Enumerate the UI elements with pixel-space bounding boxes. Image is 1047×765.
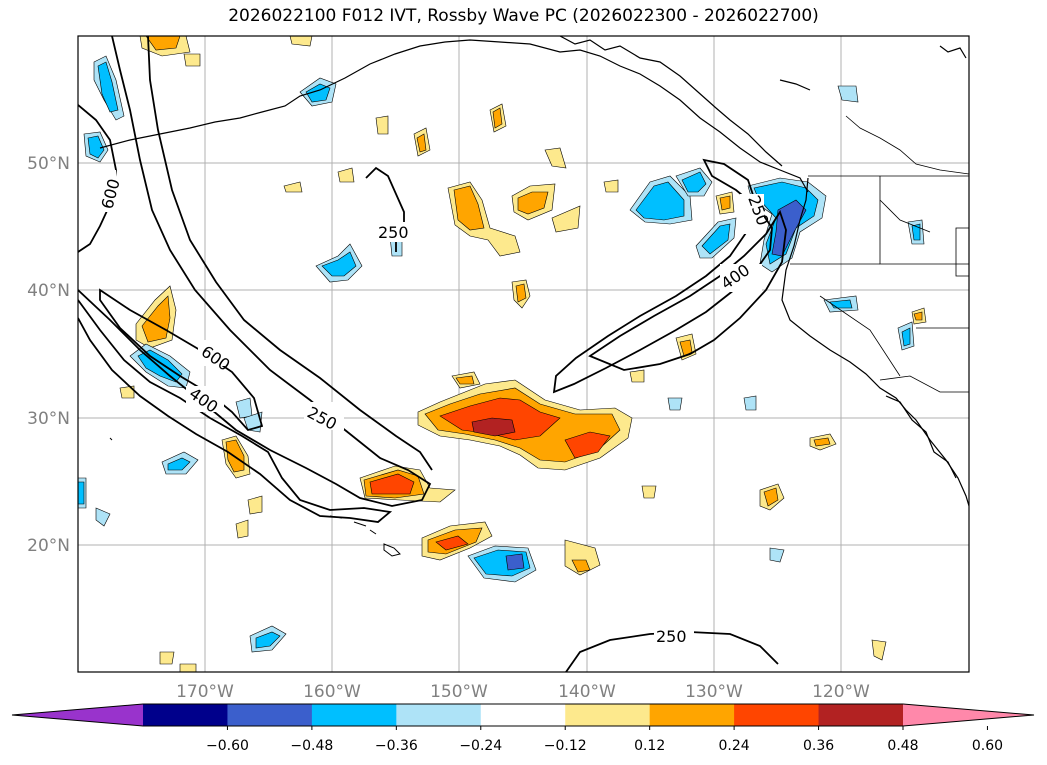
colorbar-segment <box>311 704 397 726</box>
borders <box>790 115 969 393</box>
colorbar-tick-label: 0.60 <box>972 738 1003 754</box>
colorbar-segment <box>649 704 735 726</box>
latitude-labels: 50°N 40°N 30°N 20°N <box>27 154 70 556</box>
colorbar-tick-label: −0.24 <box>459 738 502 754</box>
contour-labels: 600 250 600 400 250 250 400 250 <box>94 170 773 646</box>
contour-400-east <box>588 209 787 371</box>
positive-anomaly-fills <box>119 36 927 672</box>
colorbar-segment <box>227 704 313 726</box>
colorbar-tick-label: −0.36 <box>375 738 418 754</box>
alaska-coast <box>99 39 809 193</box>
lat-label: 30°N <box>27 409 70 429</box>
colorbar: −0.60 −0.48 −0.36 −0.24 −0.12 0.12 0.24 0.36 0.4… <box>11 703 1035 754</box>
lon-label: 150°W <box>430 682 488 702</box>
map-frame <box>77 35 970 673</box>
colorbar-tick-label: −0.48 <box>290 738 333 754</box>
contour-600-inner <box>99 288 264 432</box>
contour-label: 250 <box>378 223 409 242</box>
colorbar-segment <box>734 704 820 726</box>
colorbar-tick-label: 0.12 <box>634 738 665 754</box>
colorbar-extend-low <box>12 704 143 726</box>
colorbar-tick-label: 0.36 <box>803 738 834 754</box>
colorbar-tick-label: 0.48 <box>887 738 918 754</box>
lon-label: 160°W <box>303 682 361 702</box>
colorbar-segment <box>480 704 566 726</box>
coastlines <box>99 36 969 507</box>
contour-label: 250 <box>656 627 687 646</box>
lat-label: 50°N <box>27 154 70 174</box>
lon-label: 120°W <box>812 682 870 702</box>
colorbar-tick-label: −0.60 <box>206 738 249 754</box>
map-content <box>78 36 969 672</box>
west-coast-north-america <box>781 177 969 507</box>
colorbar-segment <box>396 704 482 726</box>
lon-label: 140°W <box>558 682 616 702</box>
colorbar-segment <box>565 704 651 726</box>
longitude-labels: 170°W 160°W 150°W 140°W 130°W 120°W <box>176 682 870 702</box>
colorbar-tick-label: 0.24 <box>719 738 750 754</box>
lon-label: 130°W <box>685 682 743 702</box>
lat-label: 40°N <box>27 281 70 301</box>
colorbar-segment <box>818 704 904 726</box>
colorbar-extend-high <box>903 704 1034 726</box>
contour-400-west <box>78 299 393 523</box>
lon-label: 170°W <box>176 682 234 702</box>
colorbar-segment <box>143 704 228 726</box>
colorbar-tick-label: −0.12 <box>544 738 587 754</box>
colorbar-outline <box>11 703 1035 727</box>
map-title: 2026022100 F012 IVT, Rossby Wave PC (202… <box>228 6 819 26</box>
contour-250-west-inner <box>147 36 433 471</box>
contour-250-east <box>552 158 773 394</box>
lat-label: 20°N <box>27 536 70 556</box>
